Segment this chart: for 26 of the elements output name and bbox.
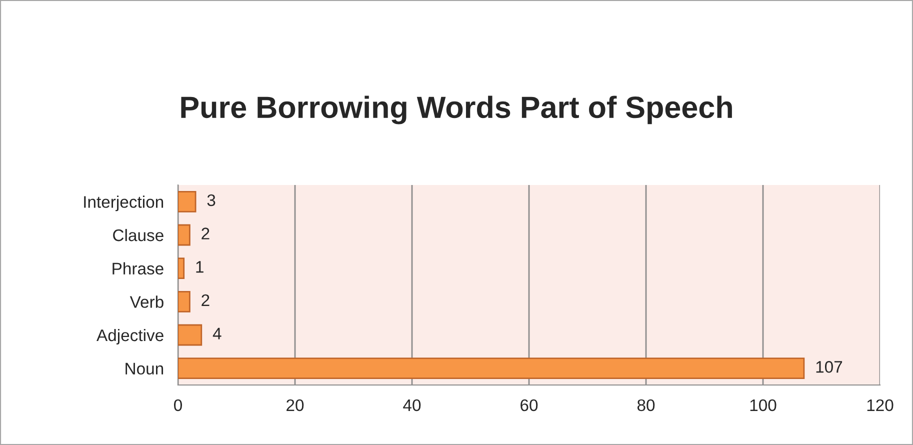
data-label: 1 (196, 261, 204, 273)
x-tick-label: 100 (750, 399, 776, 412)
data-label: 2 (202, 228, 210, 240)
y-tick-label: Phrase (112, 262, 164, 275)
bar (178, 358, 805, 380)
data-label: 3 (207, 194, 216, 206)
y-tick-label: Verb (130, 296, 164, 308)
bar (178, 258, 185, 280)
x-tick-label: 0 (174, 399, 182, 412)
bar (178, 190, 196, 212)
y-tick-label: Clause (113, 228, 164, 242)
x-tick-label: 80 (637, 399, 655, 412)
data-label: 107 (816, 361, 842, 373)
x-tick-label: 20 (286, 399, 304, 412)
data-label: 2 (202, 294, 210, 306)
bar (178, 290, 190, 312)
y-tick-label: Adjective (96, 328, 164, 344)
x-tick-label: 60 (520, 399, 538, 412)
y-tick-label: Interjection (84, 196, 164, 212)
bar (178, 324, 202, 346)
bar (178, 224, 190, 246)
y-tick-label: Noun (126, 362, 164, 375)
x-tick-label: 40 (403, 399, 421, 412)
chart-title: Pure Borrowing Words Part of Speech (181, 96, 732, 124)
x-tick-label: 120 (867, 399, 894, 412)
data-label: 4 (212, 328, 222, 340)
